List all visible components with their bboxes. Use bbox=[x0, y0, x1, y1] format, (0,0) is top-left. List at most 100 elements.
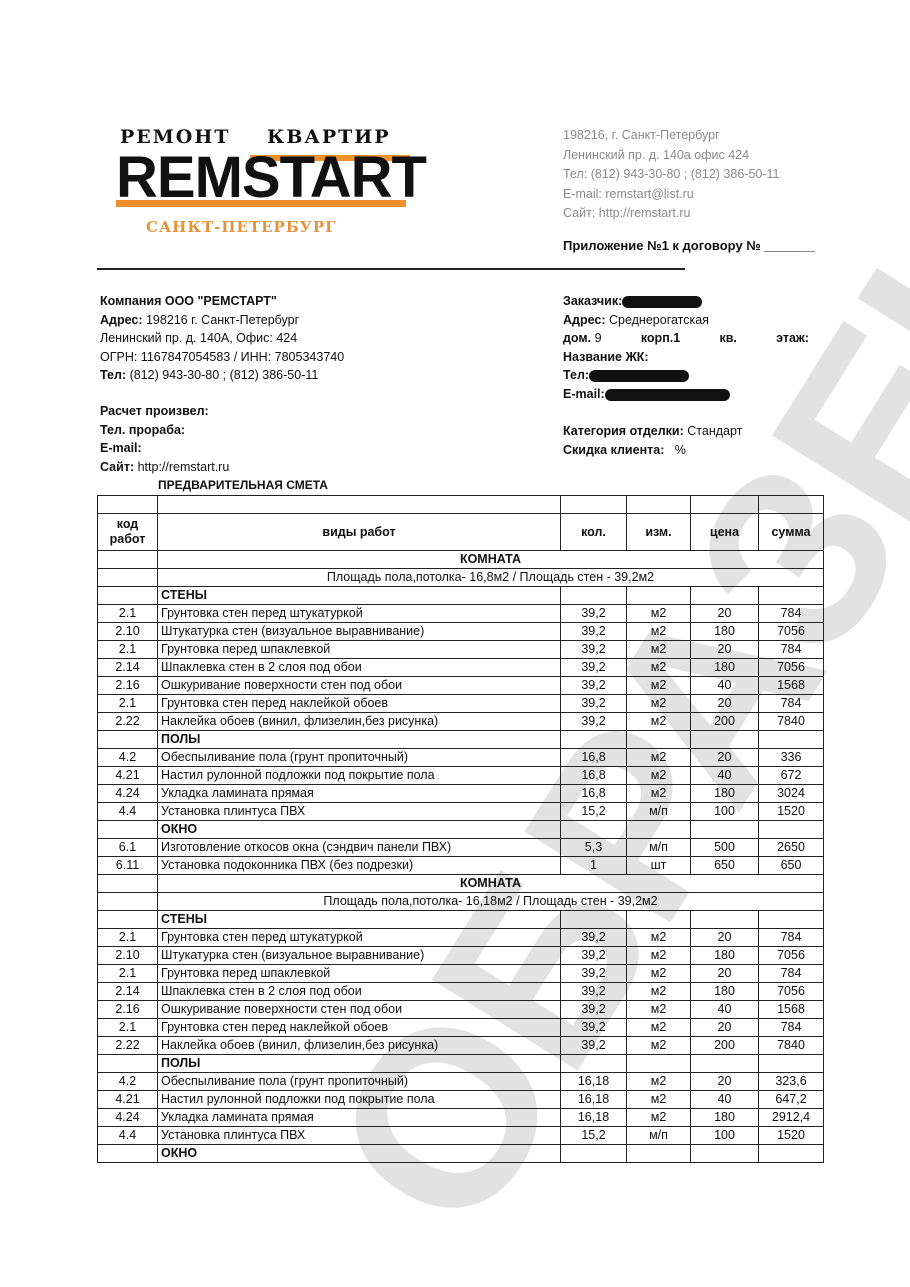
price: 20 bbox=[690, 928, 759, 947]
col-header: код работ bbox=[97, 513, 158, 551]
work-description: Укладка ламината прямая bbox=[157, 1108, 561, 1127]
unit: м2 bbox=[626, 1000, 691, 1019]
col-header: кол. bbox=[560, 513, 627, 551]
empty-cell bbox=[97, 910, 158, 929]
quantity: 16,18 bbox=[560, 1090, 627, 1109]
work-code: 2.14 bbox=[97, 982, 158, 1001]
quantity: 16,8 bbox=[560, 748, 627, 767]
unit: м2 bbox=[626, 1072, 691, 1091]
redacted bbox=[622, 295, 703, 308]
label: Адрес: bbox=[563, 312, 606, 327]
work-description: Ошкуривание поверхности стен под обои bbox=[157, 676, 561, 695]
sum: 2912,4 bbox=[758, 1108, 824, 1127]
work-code: 4.4 bbox=[97, 802, 158, 821]
empty-cell bbox=[97, 568, 158, 587]
client-address: Среднерогатская bbox=[608, 312, 709, 327]
work-description: Ошкуривание поверхности стен под обои bbox=[157, 1000, 561, 1019]
work-code: 2.1 bbox=[97, 694, 158, 713]
price: 180 bbox=[690, 784, 759, 803]
empty-cell bbox=[97, 730, 158, 749]
category-info: Категория отделки: Стандарт Скидка клиен… bbox=[563, 422, 742, 459]
price: 20 bbox=[690, 604, 759, 623]
company-name: Компания ООО "РЕМСТАРТ" bbox=[100, 294, 277, 308]
work-description: Шпаклевка стен в 2 слоя под обои bbox=[157, 658, 561, 677]
empty-cell bbox=[758, 1144, 824, 1163]
sum: 784 bbox=[758, 640, 824, 659]
work-description: Грунтовка перед шпаклевкой bbox=[157, 964, 561, 983]
area-row: Площадь пола,потолка- 16,18м2 / Площадь … bbox=[97, 892, 824, 911]
table-row: 2.1 Грунтовка перед шпаклевкой 39,2 м2 20 784 bbox=[97, 964, 824, 983]
work-description: Настил рулонной подложки под покрытие по… bbox=[157, 1090, 561, 1109]
table-row: 2.10 Штукатурка стен (визуальное выравнив… bbox=[97, 946, 824, 965]
redacted bbox=[589, 370, 690, 383]
col-header: виды работ bbox=[157, 513, 561, 551]
work-code: 4.21 bbox=[97, 1090, 158, 1109]
table-row: 2.16 Ошкуривание поверхности стен под обо… bbox=[97, 676, 824, 695]
empty-cell bbox=[560, 820, 627, 839]
unit: м2 bbox=[626, 1018, 691, 1037]
section-title: КОМНАТА bbox=[157, 874, 824, 893]
group-title: СТЕНЫ bbox=[157, 586, 561, 605]
work-description: Настил рулонной подложки под покрытие по… bbox=[157, 766, 561, 785]
contact-line: E-mail: remstart@list.ru bbox=[563, 186, 694, 201]
empty-cell bbox=[626, 1144, 691, 1163]
label: Название ЖК: bbox=[563, 349, 649, 364]
col-header: сумма bbox=[758, 513, 824, 551]
work-description: Грунтовка перед шпаклевкой bbox=[157, 640, 561, 659]
unit: м2 bbox=[626, 946, 691, 965]
label: Тел: bbox=[563, 368, 590, 383]
empty-cell bbox=[97, 892, 158, 911]
table-row: 4.4 Установка плинтуса ПВХ 15,2 м/п 100 1520 bbox=[97, 802, 824, 821]
work-code: 2.1 bbox=[97, 964, 158, 983]
empty-cell bbox=[560, 1144, 627, 1163]
logo-stripe bbox=[250, 155, 410, 161]
sum: 7056 bbox=[758, 658, 824, 677]
sum: 650 bbox=[758, 856, 824, 875]
work-description: Грунтовка стен перед штукатуркой bbox=[157, 604, 561, 623]
empty-cell bbox=[690, 586, 759, 605]
area-row: Площадь пола,потолка- 16,8м2 / Площадь с… bbox=[97, 568, 824, 587]
quantity: 5,3 bbox=[560, 838, 627, 857]
table-row: 4.21 Настил рулонной подложки под покрыти… bbox=[97, 1090, 824, 1109]
label: кв. bbox=[719, 331, 737, 346]
unit: м2 bbox=[626, 784, 691, 803]
unit: м2 bbox=[626, 694, 691, 713]
empty-cell bbox=[758, 820, 824, 839]
sum: 784 bbox=[758, 604, 824, 623]
sum: 2650 bbox=[758, 838, 824, 857]
price: 180 bbox=[690, 622, 759, 641]
unit: м/п bbox=[626, 1126, 691, 1145]
work-code: 2.16 bbox=[97, 676, 158, 695]
quantity: 16,18 bbox=[560, 1072, 627, 1091]
category-value: Стандарт bbox=[687, 424, 743, 438]
price: 180 bbox=[690, 982, 759, 1001]
empty-cell bbox=[560, 1054, 627, 1073]
work-description: Грунтовка стен перед штукатуркой bbox=[157, 928, 561, 947]
table-row: 2.1 Грунтовка стен перед штукатуркой 39,2 м… bbox=[97, 928, 824, 947]
unit: м2 bbox=[626, 712, 691, 731]
contact-line: Тел: (812) 943-30-80 ; (812) 386-50-11 bbox=[563, 167, 780, 181]
table-row: 4.24 Укладка ламината прямая 16,8 м2 180 3024 bbox=[97, 784, 824, 803]
company-address: 198216 г. Санкт-Петербург bbox=[145, 312, 300, 327]
appendix-title: Приложение №1 к договору № _______ bbox=[563, 238, 816, 253]
work-description: Укладка ламината прямая bbox=[157, 784, 561, 803]
table-row: 6.1 Изготовление откосов окна (сэндвич па… bbox=[97, 838, 824, 857]
empty-cell bbox=[97, 1054, 158, 1073]
table-row: 2.1 Грунтовка стен перед наклейкой обоев 3… bbox=[97, 694, 824, 713]
table-row: 2.1 Грунтовка стен перед штукатуркой 39,2 м… bbox=[97, 604, 824, 623]
work-code: 4.24 bbox=[97, 784, 158, 803]
label: Тел. прораба: bbox=[100, 422, 186, 437]
work-description: Шпаклевка стен в 2 слоя под обои bbox=[157, 982, 561, 1001]
quantity: 39,2 bbox=[560, 676, 627, 695]
sum: 784 bbox=[758, 694, 824, 713]
company-address2: Ленинский пр. д. 140А, Офис: 424 bbox=[100, 331, 298, 346]
table-row: 2.10 Штукатурка стен (визуальное выравнив… bbox=[97, 622, 824, 641]
section-title: КОМНАТА bbox=[157, 550, 824, 569]
quantity: 39,2 bbox=[560, 946, 627, 965]
contact-line: Сайт: http://remstart.ru bbox=[563, 206, 691, 220]
table-row: 4.24 Укладка ламината прямая 16,18 м2 180 291… bbox=[97, 1108, 824, 1127]
quantity: 39,2 bbox=[560, 622, 627, 641]
sum: 784 bbox=[758, 928, 824, 947]
quantity: 39,2 bbox=[560, 694, 627, 713]
work-code: 2.1 bbox=[97, 640, 158, 659]
